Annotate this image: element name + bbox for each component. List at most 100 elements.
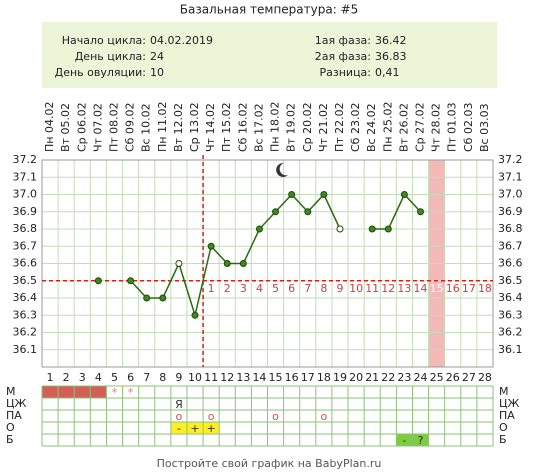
day-number: 21 [365, 371, 379, 384]
temperature-point [384, 225, 392, 233]
date-label: Чт 28.02 [430, 103, 443, 152]
table-cell: Я [175, 398, 183, 411]
y-tick-label-right: 36.9 [498, 205, 523, 218]
date-label: Вс 24.02 [365, 103, 378, 152]
y-tick-label-right: 36.2 [498, 326, 523, 339]
day-number: 25 [430, 371, 444, 384]
table-cell-fill [203, 422, 220, 434]
luteal-day: 11 [365, 282, 379, 295]
plot-border [41, 159, 494, 368]
table-cell-fill [412, 434, 429, 446]
date-label: Чт 07.02 [91, 103, 104, 152]
day-number: 24 [414, 371, 428, 384]
info-label: День овуляции: [55, 66, 146, 79]
day-number: 5 [111, 371, 118, 384]
day-number: 23 [397, 371, 411, 384]
y-tick-label-right: 37.0 [498, 188, 523, 201]
luteal-day: 6 [288, 282, 295, 295]
table-cell: * [112, 386, 118, 399]
info-label: День цикла: [75, 50, 146, 63]
temperature-point [320, 191, 328, 198]
luteal-day: 12 [381, 282, 395, 295]
y-tick-label: 36.4 [13, 291, 38, 304]
table-cell-fill [170, 422, 187, 434]
temperature-point [255, 225, 263, 233]
y-tick-label: 36.2 [13, 326, 38, 339]
day-number: 11 [204, 371, 218, 384]
y-tick-label-right: 36.8 [498, 222, 523, 235]
day-number: 27 [462, 371, 476, 384]
luteal-day: 8 [320, 282, 327, 295]
info-value: 10 [150, 66, 164, 79]
date-label: Вс 03.03 [478, 103, 491, 152]
luteal-day: 15 [430, 282, 444, 295]
table-cell: o [272, 410, 279, 423]
luteal-day: 13 [397, 282, 411, 295]
table-fill [90, 386, 107, 398]
date-label: Вт 12.02 [172, 103, 185, 152]
info-label: 1ая фаза: [315, 34, 371, 47]
date-label: Сб 16.02 [236, 103, 249, 152]
info-value: 0,41 [375, 66, 400, 79]
info-box [42, 22, 497, 88]
luteal-day: 4 [256, 282, 263, 295]
row-label-right: О [499, 421, 508, 434]
temperature-point [94, 277, 102, 285]
info-value: 04.02.2019 [150, 34, 213, 47]
temperature-point [272, 208, 280, 216]
y-tick-label: 36.3 [13, 308, 38, 321]
row-label: ЦЖ [6, 397, 27, 410]
table-cell: ? [418, 434, 424, 447]
day-number: 6 [127, 371, 134, 384]
day-number: 15 [269, 371, 283, 384]
temperature-point [336, 225, 344, 233]
table-cell: o [321, 410, 328, 423]
day-number: 9 [175, 371, 182, 384]
temperature-point [143, 294, 151, 302]
info-value: 36.42 [375, 34, 407, 47]
date-label: Чт 14.02 [204, 103, 217, 152]
y-tick-label-right: 37.2 [498, 153, 523, 166]
temperature-point [127, 277, 135, 285]
row-label: ПА [6, 409, 22, 422]
table-cell: - [402, 434, 406, 447]
luteal-day: 18 [478, 282, 492, 295]
luteal-day: 3 [240, 282, 247, 295]
date-label: Пн 25.02 [381, 102, 394, 152]
y-tick-label: 36.6 [13, 257, 38, 270]
date-label: Чт 21.02 [317, 103, 330, 152]
y-tick-label-right: 36.6 [498, 257, 523, 270]
date-label: Вт 19.02 [285, 103, 298, 152]
day-number: 22 [381, 371, 395, 384]
temperature-point [304, 208, 312, 216]
y-tick-label: 37.0 [13, 188, 38, 201]
row-label-right: ПА [499, 409, 515, 422]
date-label: Сб 09.02 [124, 103, 137, 152]
date-label: Пн 18.02 [269, 102, 282, 152]
temperature-point [288, 191, 296, 198]
date-label: Ср 27.02 [414, 102, 427, 152]
date-label: Вт 05.02 [59, 103, 72, 152]
y-tick-label: 36.1 [13, 343, 38, 356]
row-label: Б [6, 433, 14, 446]
date-label: Пн 04.02 [43, 102, 56, 152]
row-label: М [6, 385, 16, 398]
date-label: Вт 26.02 [397, 103, 410, 152]
table-cell: + [207, 422, 216, 435]
day-number: 28 [478, 371, 492, 384]
y-tick-label-right: 36.4 [498, 291, 523, 304]
info-label: Разница: [320, 66, 372, 79]
day-number: 17 [301, 371, 315, 384]
table-cell-fill [396, 434, 413, 446]
day-number: 3 [79, 371, 86, 384]
table-fill [58, 386, 75, 398]
y-tick-label-right: 36.5 [498, 274, 523, 287]
luteal-day: 5 [272, 282, 279, 295]
date-label: Пт 15.02 [220, 102, 233, 152]
row-label-right: М [499, 385, 509, 398]
day-number: 7 [143, 371, 150, 384]
luteal-day: 9 [336, 282, 343, 295]
temperature-point [175, 260, 183, 267]
day-number: 19 [333, 371, 347, 384]
y-tick-label-right: 37.1 [498, 170, 523, 183]
